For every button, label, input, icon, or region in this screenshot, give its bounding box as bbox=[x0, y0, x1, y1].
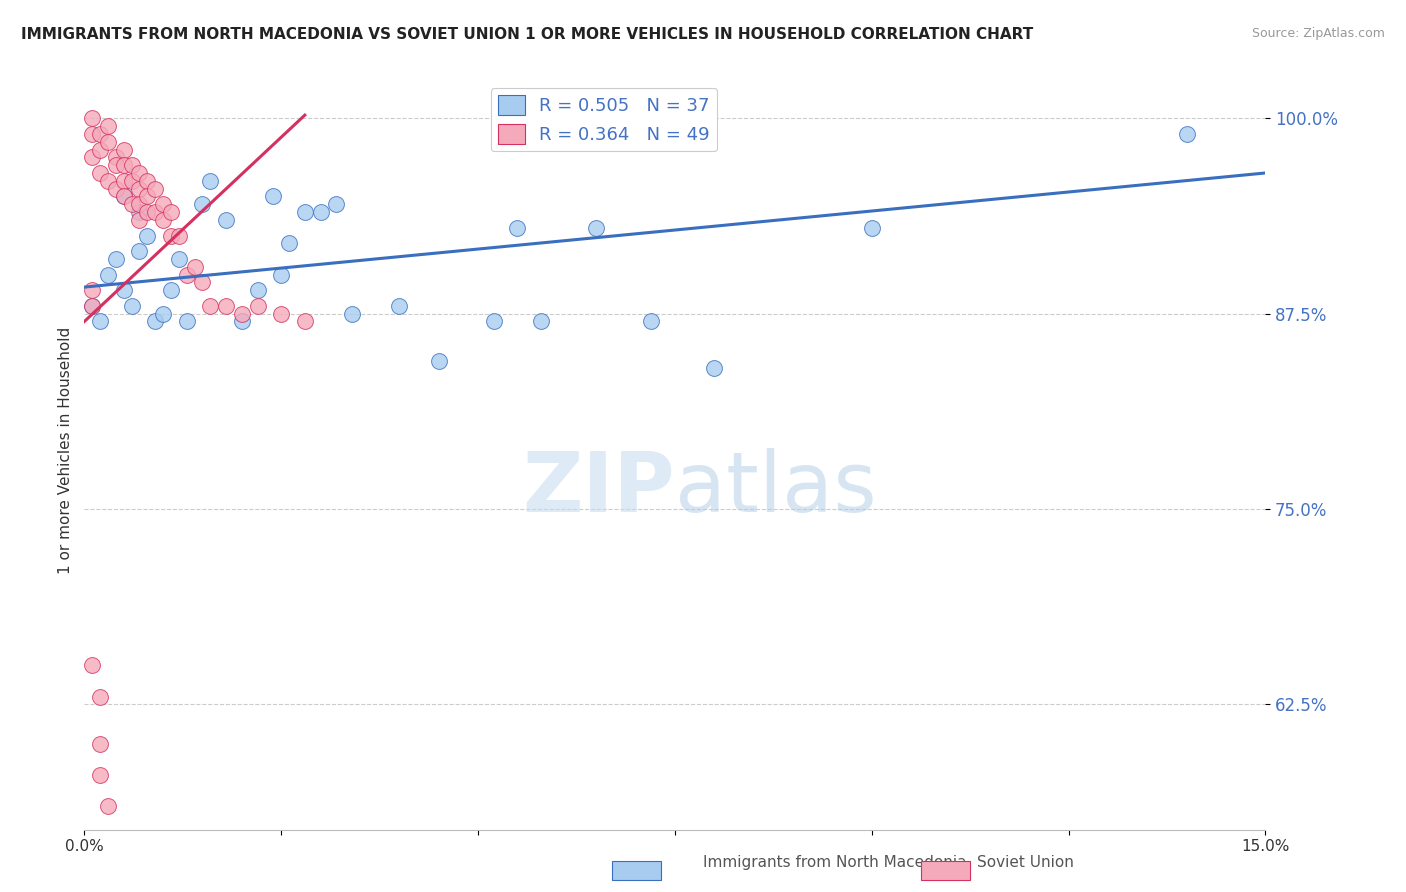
Point bbox=[82, 127, 104, 141]
Point bbox=[427, 353, 450, 368]
Point bbox=[128, 205, 150, 219]
Point bbox=[128, 181, 150, 195]
Point bbox=[104, 181, 127, 195]
Point bbox=[121, 299, 143, 313]
Point bbox=[160, 283, 183, 297]
Point bbox=[143, 205, 166, 219]
Point bbox=[176, 268, 198, 282]
Point bbox=[294, 314, 316, 328]
Point bbox=[97, 799, 120, 814]
Point bbox=[97, 268, 120, 282]
Point bbox=[160, 205, 183, 219]
Point bbox=[167, 252, 190, 266]
Point bbox=[160, 228, 183, 243]
Point bbox=[128, 212, 150, 227]
Point bbox=[121, 158, 143, 172]
Point bbox=[89, 690, 111, 704]
Point bbox=[97, 174, 120, 188]
Point bbox=[278, 236, 301, 251]
Point bbox=[143, 181, 166, 195]
Point bbox=[262, 189, 284, 203]
Text: ZIP: ZIP bbox=[523, 448, 675, 529]
Point bbox=[143, 314, 166, 328]
Point bbox=[112, 174, 135, 188]
Point bbox=[215, 212, 238, 227]
Point bbox=[246, 283, 269, 297]
Point bbox=[167, 228, 190, 243]
Point bbox=[585, 220, 607, 235]
Point bbox=[82, 283, 104, 297]
Point bbox=[176, 314, 198, 328]
Point bbox=[191, 276, 214, 290]
Point bbox=[104, 150, 127, 164]
Point bbox=[82, 112, 104, 126]
Point bbox=[231, 307, 253, 321]
Text: atlas: atlas bbox=[675, 448, 876, 529]
Point bbox=[112, 189, 135, 203]
Point bbox=[860, 220, 883, 235]
Point bbox=[104, 158, 127, 172]
Point bbox=[104, 252, 127, 266]
Point bbox=[200, 174, 222, 188]
Point bbox=[112, 283, 135, 297]
Point bbox=[121, 174, 143, 188]
Point bbox=[246, 299, 269, 313]
Point bbox=[325, 197, 347, 211]
Point bbox=[97, 135, 120, 149]
Point bbox=[703, 361, 725, 376]
Point bbox=[183, 260, 205, 274]
Point bbox=[530, 314, 553, 328]
Point bbox=[309, 205, 332, 219]
Point bbox=[506, 220, 529, 235]
Point bbox=[82, 299, 104, 313]
Point bbox=[112, 158, 135, 172]
Point bbox=[121, 197, 143, 211]
Point bbox=[89, 143, 111, 157]
Point bbox=[200, 299, 222, 313]
Point bbox=[215, 299, 238, 313]
Point bbox=[82, 150, 104, 164]
Point bbox=[482, 314, 505, 328]
Point bbox=[152, 197, 174, 211]
Point bbox=[191, 197, 214, 211]
Point bbox=[136, 174, 159, 188]
Point bbox=[112, 189, 135, 203]
Point bbox=[231, 314, 253, 328]
Point bbox=[97, 119, 120, 133]
Legend: R = 0.505   N = 37, R = 0.364   N = 49: R = 0.505 N = 37, R = 0.364 N = 49 bbox=[491, 88, 717, 152]
Point bbox=[112, 143, 135, 157]
Point bbox=[152, 212, 174, 227]
Point bbox=[136, 189, 159, 203]
Point bbox=[270, 268, 292, 282]
Y-axis label: 1 or more Vehicles in Household: 1 or more Vehicles in Household bbox=[58, 326, 73, 574]
Point bbox=[89, 737, 111, 751]
Point bbox=[640, 314, 662, 328]
Point bbox=[388, 299, 411, 313]
Point bbox=[89, 314, 111, 328]
Text: Source: ZipAtlas.com: Source: ZipAtlas.com bbox=[1251, 27, 1385, 40]
Point bbox=[82, 299, 104, 313]
Point bbox=[89, 127, 111, 141]
Point bbox=[128, 244, 150, 259]
Point bbox=[82, 658, 104, 673]
Text: Soviet Union: Soviet Union bbox=[977, 855, 1074, 870]
Point bbox=[136, 228, 159, 243]
Point bbox=[136, 205, 159, 219]
Point bbox=[89, 768, 111, 782]
Point bbox=[152, 307, 174, 321]
Point bbox=[270, 307, 292, 321]
Point bbox=[340, 307, 363, 321]
Text: IMMIGRANTS FROM NORTH MACEDONIA VS SOVIET UNION 1 OR MORE VEHICLES IN HOUSEHOLD : IMMIGRANTS FROM NORTH MACEDONIA VS SOVIE… bbox=[21, 27, 1033, 42]
Point bbox=[1175, 127, 1198, 141]
Text: Immigrants from North Macedonia: Immigrants from North Macedonia bbox=[703, 855, 966, 870]
Point bbox=[89, 166, 111, 180]
Point bbox=[128, 166, 150, 180]
Point bbox=[128, 197, 150, 211]
Point bbox=[294, 205, 316, 219]
